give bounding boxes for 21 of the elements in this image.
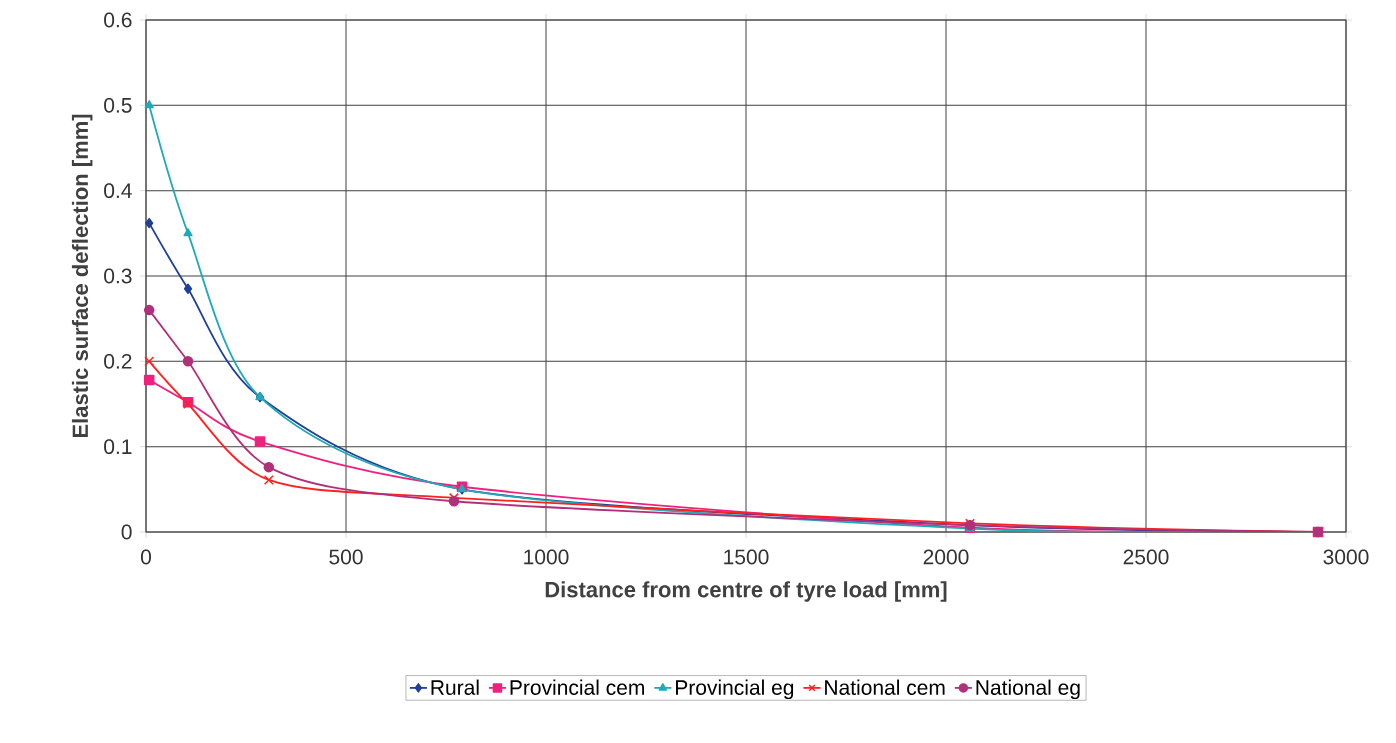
y-tick-label: 0 [121, 524, 132, 540]
x-tick-label: 2500 [1123, 549, 1169, 565]
y-tick-label: 0.5 [104, 97, 132, 113]
legend-label: Provincial cem [510, 679, 644, 695]
legend-label: Rural [431, 679, 479, 695]
x-tick-label: 0 [140, 549, 152, 565]
y-tick-label: 0.3 [104, 268, 132, 284]
x-tick-label: 1000 [524, 549, 569, 565]
legend-label: Provincial eg [676, 679, 794, 700]
y-tick-label: 0.4 [104, 183, 132, 199]
y-tick-label: 0.1 [104, 439, 132, 455]
x-axis-title: Distance from centre of tyre load [mm] [545, 581, 947, 602]
y-tick-label: 0.6 [104, 12, 132, 28]
y-tick-label: 0.2 [104, 353, 132, 369]
y-axis-title: Elastic surface deflection [mm] [71, 114, 93, 438]
legend-label: National cem [825, 679, 945, 695]
x-tick-label: 500 [329, 549, 363, 565]
x-tick-label: 1500 [724, 549, 769, 565]
x-tick-label: 3000 [1323, 549, 1369, 565]
legend-label: National eg [976, 679, 1080, 700]
x-tick-label: 2000 [923, 549, 969, 565]
